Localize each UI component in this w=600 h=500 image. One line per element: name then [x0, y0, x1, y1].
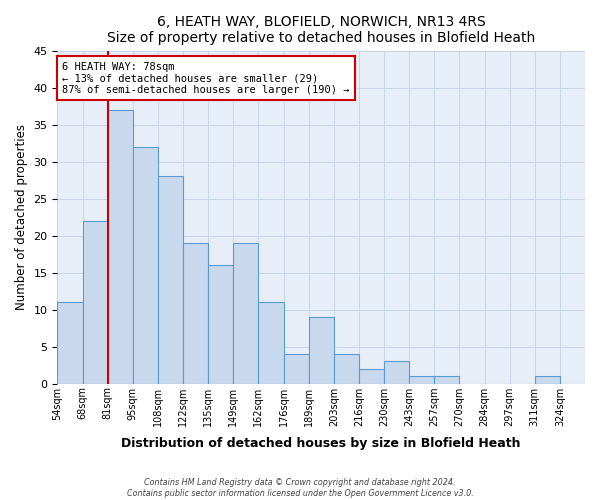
- Text: 6 HEATH WAY: 78sqm
← 13% of detached houses are smaller (29)
87% of semi-detache: 6 HEATH WAY: 78sqm ← 13% of detached hou…: [62, 62, 349, 95]
- Bar: [334, 354, 359, 384]
- Bar: [384, 362, 409, 384]
- Bar: [259, 302, 284, 384]
- Bar: [58, 302, 83, 384]
- Bar: [133, 147, 158, 384]
- Bar: [107, 110, 133, 384]
- Bar: [183, 243, 208, 384]
- Bar: [233, 243, 259, 384]
- Bar: [434, 376, 460, 384]
- X-axis label: Distribution of detached houses by size in Blofield Heath: Distribution of detached houses by size …: [121, 437, 521, 450]
- Y-axis label: Number of detached properties: Number of detached properties: [15, 124, 28, 310]
- Bar: [409, 376, 434, 384]
- Bar: [359, 369, 384, 384]
- Bar: [158, 176, 183, 384]
- Bar: [83, 221, 107, 384]
- Title: 6, HEATH WAY, BLOFIELD, NORWICH, NR13 4RS
Size of property relative to detached : 6, HEATH WAY, BLOFIELD, NORWICH, NR13 4R…: [107, 15, 535, 45]
- Bar: [284, 354, 308, 384]
- Bar: [535, 376, 560, 384]
- Text: Contains HM Land Registry data © Crown copyright and database right 2024.
Contai: Contains HM Land Registry data © Crown c…: [127, 478, 473, 498]
- Bar: [308, 317, 334, 384]
- Bar: [208, 265, 233, 384]
